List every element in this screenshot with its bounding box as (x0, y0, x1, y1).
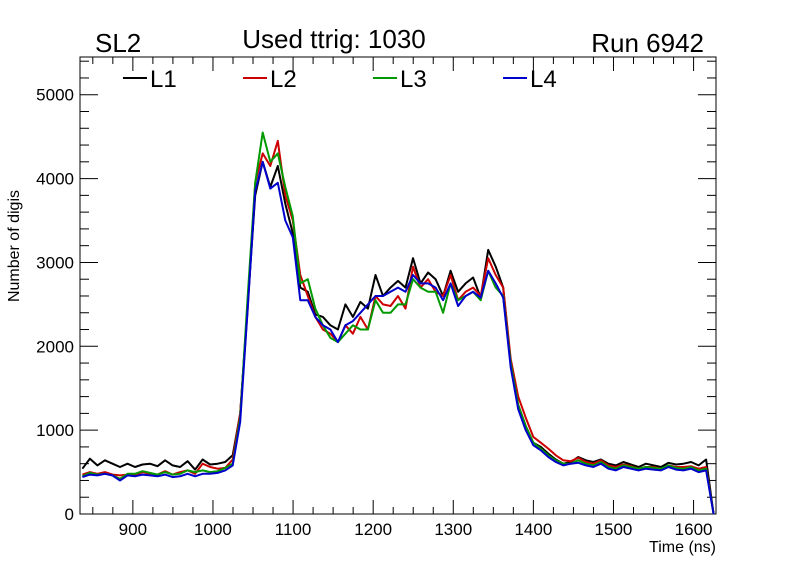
y-tick-label: 0 (65, 505, 74, 524)
x-tick-label: 900 (119, 520, 147, 539)
legend-label-l1: L1 (150, 66, 177, 93)
y-tick-label: 5000 (36, 86, 74, 105)
x-tick-label: 1200 (354, 520, 392, 539)
x-tick-label: 1600 (675, 520, 713, 539)
series-line-l3 (81, 131, 715, 515)
x-tick-label: 1000 (194, 520, 232, 539)
plot-frame (79, 56, 717, 515)
legend-label-l4: L4 (530, 66, 557, 93)
chart-title: Used ttrig: 1030 (242, 24, 426, 54)
x-tick-label: 1400 (514, 520, 552, 539)
y-axis-title: Number of digis (6, 190, 23, 302)
run-label: Run 6942 (591, 28, 704, 58)
y-tick-label: 3000 (36, 253, 74, 272)
y-tick-label: 2000 (36, 337, 74, 356)
legend: L1 L2 L3 L4 (123, 66, 557, 93)
sl-label: SL2 (95, 28, 141, 58)
y-axis: 0 1000 2000 3000 4000 5000 (36, 60, 716, 524)
x-tick-label: 1300 (434, 520, 472, 539)
series-line-l4 (82, 160, 715, 515)
x-tick-label: 1100 (275, 520, 312, 539)
y-tick-label: 1000 (36, 421, 74, 440)
x-tick-label: 1500 (595, 520, 633, 539)
legend-label-l3: L3 (400, 66, 427, 93)
x-axis: 900 1000 1100 1200 1300 1400 1500 1600 (92, 57, 713, 539)
y-tick-label: 4000 (36, 170, 74, 189)
legend-label-l2: L2 (270, 66, 297, 93)
series-lines (81, 131, 715, 515)
series-line-l2 (82, 139, 715, 515)
series-line-l1 (81, 160, 715, 515)
x-axis-title: Time (ns) (649, 539, 716, 556)
